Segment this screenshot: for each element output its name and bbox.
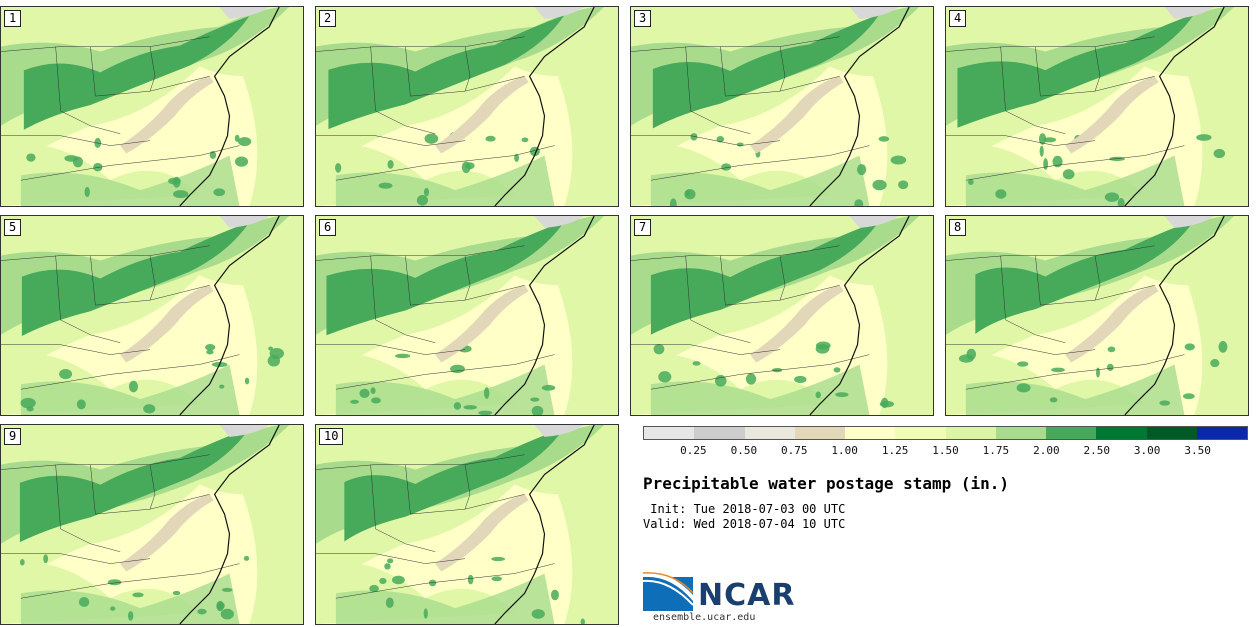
panel-9-label: 9 <box>4 428 22 445</box>
legend-swatch <box>744 427 795 439</box>
panel-6-label: 6 <box>319 219 337 236</box>
site-url[interactable]: ensemble.ucar.edu <box>653 612 756 623</box>
panel-5[interactable]: 5 <box>0 215 304 416</box>
precip-water-map <box>631 216 933 415</box>
panel-2-label: 2 <box>319 10 337 27</box>
legend-ticks: 0.25 0.50 0.75 1.00 1.25 1.50 1.75 2.00 2.50 3.00… <box>643 444 1248 458</box>
panel-8[interactable]: 8 <box>945 215 1249 416</box>
legend-tick-label: 0.25 <box>680 444 707 457</box>
precip-water-map <box>631 7 933 206</box>
valid-time: Valid: Wed 2018-07-04 10 UTC <box>643 517 846 531</box>
precip-water-map <box>1 7 303 206</box>
legend-swatch <box>794 427 845 439</box>
precip-water-map <box>316 7 618 206</box>
legend-tick-label: 3.50 <box>1184 444 1211 457</box>
ncar-logo-icon <box>643 571 694 611</box>
precip-water-map <box>946 7 1248 206</box>
panel-10-label: 10 <box>319 428 344 445</box>
legend-swatch <box>1046 427 1097 439</box>
panel-9[interactable]: 9 <box>0 424 304 625</box>
legend-tick-label: 1.25 <box>881 444 909 457</box>
legend-swatch <box>945 427 996 439</box>
panel-1-label: 1 <box>4 10 22 27</box>
panel-3[interactable]: 3 <box>630 6 934 207</box>
panel-8-label: 8 <box>949 219 967 236</box>
color-legend <box>643 426 1248 440</box>
legend-tick-label: 3.00 <box>1133 444 1161 457</box>
legend-swatch <box>845 427 896 439</box>
panel-7-label: 7 <box>634 219 652 236</box>
init-time: Init: Tue 2018-07-03 00 UTC <box>643 502 846 516</box>
precip-water-map <box>316 216 618 415</box>
legend-tick-label: 0.50 <box>730 444 758 457</box>
legend-tick-label: 2.50 <box>1083 444 1111 457</box>
panel-5-label: 5 <box>4 219 22 236</box>
panel-6[interactable]: 6 <box>315 215 619 416</box>
legend-swatch <box>644 427 695 439</box>
precip-water-map <box>316 425 618 624</box>
legend-swatch <box>1196 427 1247 439</box>
precip-water-map <box>1 216 303 415</box>
panel-1[interactable]: 1 <box>0 6 304 207</box>
panel-2[interactable]: 2 <box>315 6 619 207</box>
legend-tick-label: 1.75 <box>982 444 1010 457</box>
precip-water-map <box>1 425 303 624</box>
legend-swatch <box>694 427 745 439</box>
panel-4[interactable]: 4 <box>945 6 1249 207</box>
legend-tick-label: 1.00 <box>831 444 858 457</box>
legend-swatch <box>1146 427 1197 439</box>
legend-swatch <box>995 427 1046 439</box>
legend-tick-label: 1.50 <box>932 444 959 457</box>
logo-text: NCAR <box>698 578 796 613</box>
legend-swatch <box>1096 427 1147 439</box>
page-title: Precipitable water postage stamp (in.) <box>643 474 1010 493</box>
panel-7[interactable]: 7 <box>630 215 934 416</box>
precip-water-map <box>946 216 1248 415</box>
legend-swatch <box>895 427 946 439</box>
panel-10[interactable]: 10 <box>315 424 619 625</box>
panel-3-label: 3 <box>634 10 652 27</box>
legend-tick-label: 2.00 <box>1033 444 1060 457</box>
panel-4-label: 4 <box>949 10 967 27</box>
legend-tick-label: 0.75 <box>781 444 808 457</box>
